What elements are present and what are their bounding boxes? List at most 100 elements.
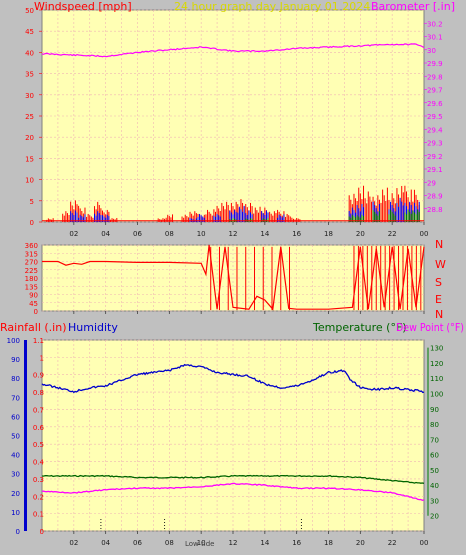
temperature-tick-label: 30 [430,497,439,505]
humidity-tick-label: 80 [11,375,20,383]
temperature-tick-label: 20 [430,513,439,521]
temperature-line [41,474,425,484]
low-tide-label: Low tide [185,540,214,548]
direction-tick-label: 360 [25,242,38,250]
wind-y-tick-label: 10 [25,177,34,185]
x-tick-label: 02 [69,539,78,547]
rainfall-tick-label: 1 [40,354,44,362]
rainfall-tick-label: 0.1 [33,511,44,519]
wind-direction-line [42,244,425,311]
humidity-axis-bar [24,340,27,531]
x-tick-label: 06 [133,230,142,238]
x-tick-label: 16 [292,539,301,547]
x-tick-label: 04 [101,230,110,238]
x-tick-label: 14 [260,539,269,547]
humidity-tick-label: 90 [11,356,20,364]
direction-tick-label: 225 [25,267,38,275]
rainfall-tick-label: 1.1 [33,337,44,345]
rainfall-tick-label: 0.7 [33,406,44,414]
direction-tick-label: 45 [29,300,38,308]
wind-y-tick-label: 30 [25,92,34,100]
barometer-tick-label: 29.3 [427,140,443,148]
compass-label-n-top: N [435,238,443,251]
barometer-tick-label: 29.9 [427,60,443,68]
rainfall-tick-label: 0.9 [33,372,44,380]
temperature-tick-label: 100 [430,390,443,398]
rainfall-tick-label: 0.4 [33,459,45,467]
dewpoint-axis-title: Dew Point (°F) [396,321,464,334]
x-tick-label: 08 [165,230,174,238]
temperature-tick-label: 120 [430,360,443,368]
direction-tick-label: 315 [25,250,38,258]
humidity-plot-area [41,339,425,532]
x-tick-label: 20 [356,230,365,238]
x-tick-label: 22 [388,539,397,547]
temperature-tick-label: 60 [430,452,439,460]
wind-y-tick-label: 5 [30,198,34,206]
x-tick-label: 16 [292,230,301,238]
barometer-tick-label: 29.7 [427,87,443,95]
barometer-tick-label: 29.6 [427,100,443,108]
humidity-temperature-panel [41,339,425,532]
temperature-axis-title: Temperature (°F) [312,321,407,334]
x-tick-label: 18 [324,230,333,238]
humidity-tick-label: 60 [11,413,20,421]
compass-label-e: E [435,293,442,306]
direction-tick-label: 90 [29,292,38,300]
wind-y-tick-label: 35 [25,71,34,79]
temperature-tick-label: 70 [430,436,439,444]
rainfall-tick-label: 0.8 [33,389,44,397]
windspeed-axis-title: Windspeed [mph] [34,0,132,13]
x-tick-label: 12 [229,539,238,547]
x-tick-label: 04 [101,539,110,547]
direction-tick-label: 135 [25,283,38,291]
x-tick-label: 10 [197,539,206,547]
humidity-line [41,363,425,394]
rainfall-tick-label: 0.2 [33,493,44,501]
compass-label-s: S [435,276,442,289]
x-tick-label: 00 [420,230,429,238]
x-tick-label: 06 [133,539,142,547]
humidity-axis-title: Humidity [68,321,118,334]
humidity-tick-label: 50 [11,433,20,441]
wind-y-tick-label: 25 [25,113,34,121]
humidity-tick-label: 0 [16,528,20,536]
barometer-axis-title: Barometer [.in] [371,0,455,13]
barometer-tick-label: 30.1 [427,34,443,42]
wind-y-tick-label: 45 [25,28,34,36]
barometer-tick-label: 30.2 [427,20,443,28]
humidity-tick-label: 30 [11,471,20,479]
x-tick-label: 10 [197,230,206,238]
graph-title: 24 hour graph day January 01 2024 [174,0,370,13]
barometer-tick-label: 29.5 [427,113,443,121]
direction-tick-label: 270 [25,259,38,267]
wind-y-tick-label: 50 [25,7,34,15]
wind-y-tick-label: 40 [25,49,34,57]
direction-marks [42,244,425,311]
x-tick-label: 08 [165,539,174,547]
humidity-tick-label: 20 [11,490,20,498]
wind-y-tick-label: 20 [25,134,34,142]
barometer-line [41,43,425,58]
wind-y-tick-label: 0 [30,219,34,227]
humidity-tick-label: 10 [11,509,20,517]
humidity-marks [41,363,425,531]
rainfall-tick-label: 0 [40,528,44,536]
barometer-tick-label: 29.8 [427,73,443,81]
wind-grid [42,9,424,223]
x-tick-label: 02 [69,230,78,238]
humidity-tick-label: 70 [11,394,20,402]
barometer-tick-label: 28.9 [427,193,443,201]
compass-label-n-bottom: N [435,308,443,321]
barometer-tick-label: 29.1 [427,166,443,174]
temperature-tick-label: 80 [430,421,439,429]
rainfall-tick-label: 0.3 [33,476,44,484]
temperature-tick-label: 110 [430,375,443,383]
x-tick-label: 00 [420,539,429,547]
barometer-tick-label: 30 [427,47,436,55]
barometer-tick-label: 28.8 [427,206,443,214]
direction-tick-label: 0 [34,308,38,316]
x-tick-label: 18 [324,539,333,547]
humidity-tick-label: 40 [11,452,20,460]
